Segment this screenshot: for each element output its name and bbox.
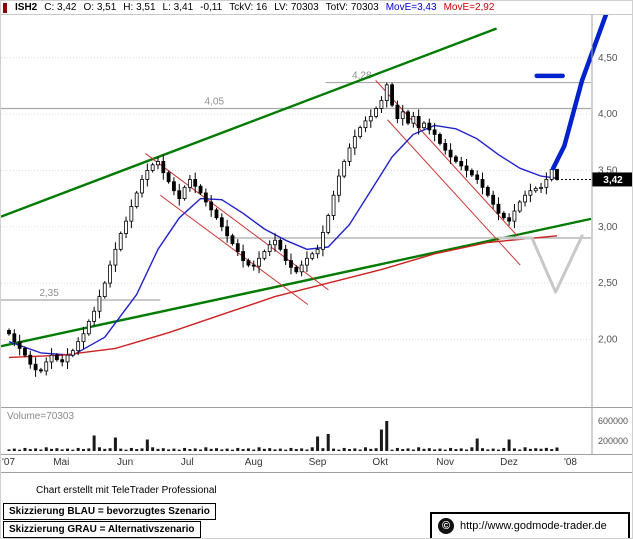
- time-axis-label: '08: [563, 457, 577, 468]
- svg-text:600000: 600000: [598, 416, 628, 426]
- svg-text:3,00: 3,00: [598, 222, 618, 233]
- quote-field: MovE=3,43: [385, 1, 437, 13]
- quote-field: TotV: 70303: [325, 1, 379, 13]
- blue-scenario-sketch: [534, 15, 609, 171]
- quote-field: L: 3,41: [162, 1, 194, 13]
- svg-text:3,50: 3,50: [598, 165, 618, 176]
- instrument-icon: [3, 2, 7, 13]
- svg-text:4,05: 4,05: [205, 96, 225, 107]
- copyright-icon: ©: [438, 518, 454, 534]
- quote-field: O: 3,51: [83, 1, 117, 13]
- quote-field: MovE=2,92: [443, 1, 495, 13]
- time-axis-label: Aug: [244, 457, 263, 468]
- red-moving-average: [8, 235, 558, 359]
- volume-pane: Volume=70303 600000 200000: [1, 408, 632, 455]
- chart-credit: Chart erstellt mit TeleTrader Profession…: [36, 485, 217, 496]
- svg-text:4,50: 4,50: [598, 53, 618, 64]
- time-axis-label: Mai: [53, 457, 70, 468]
- volume-bars: [7, 421, 559, 451]
- quote-field: ISH2: [15, 1, 38, 13]
- svg-text:2,00: 2,00: [598, 334, 618, 345]
- price-pane: 4,28 4,05 2,35 4,50 4,00 3,50 3,00 2,50 2,00 3,42: [1, 15, 632, 408]
- quote-field: C: 3,42: [44, 1, 77, 13]
- price-chart[interactable]: 4,28 4,05 2,35 4,50 4,00 3,50 3,00 2,50 2,00 3,42: [1, 15, 633, 408]
- green-trend-channel: [1, 27, 592, 348]
- gray-scenario-sketch: [498, 234, 584, 294]
- svg-text:2,35: 2,35: [39, 288, 59, 299]
- time-axis-label: Jul: [180, 457, 194, 468]
- copyright-box[interactable]: © http://www.godmode-trader.de: [430, 512, 630, 538]
- time-axis-label: Dez: [500, 457, 518, 468]
- quote-bar: ISH2 C: 3,42 O: 3,51 H: 3,51 L: 3,41 -0,11 Tck…: [1, 1, 632, 15]
- time-axis-label: Nov: [436, 457, 455, 468]
- time-axis-label: '07: [2, 457, 16, 468]
- quote-field: LV: 70303: [274, 1, 319, 13]
- time-axis: '07 Mai Jun Jul Aug Sep Okt Nov Dez '08: [1, 455, 632, 473]
- legend-gray-scenario: Skizzierung GRAU = Alternativszenario: [3, 521, 201, 538]
- time-axis-label: Okt: [372, 457, 388, 468]
- candlesticks: [7, 82, 559, 377]
- quote-field: H: 3,51: [123, 1, 156, 13]
- legend-blue-scenario: Skizzierung BLAU = bevorzugtes Szenario: [3, 503, 216, 520]
- svg-text:2,50: 2,50: [598, 278, 618, 289]
- svg-text:4,00: 4,00: [598, 109, 618, 120]
- last-price-badge: 3,42: [592, 172, 632, 187]
- svg-text:3,42: 3,42: [603, 175, 623, 186]
- volume-label: Volume=70303: [7, 411, 74, 422]
- quote-field: -0,11: [200, 1, 223, 13]
- bottom-area: Chart erstellt mit TeleTrader Profession…: [1, 473, 632, 538]
- price-axis[interactable]: 4,50 4,00 3,50 3,00 2,50 2,00 3,42: [557, 15, 633, 407]
- time-axis-label: Sep: [308, 457, 327, 468]
- quote-field: TckV: 16: [229, 1, 268, 13]
- svg-text:4,28: 4,28: [352, 71, 372, 82]
- copyright-url[interactable]: http://www.godmode-trader.de: [460, 520, 607, 532]
- volume-chart[interactable]: Volume=70303 600000 200000: [1, 408, 633, 455]
- blue-moving-average: [8, 124, 558, 356]
- svg-text:200000: 200000: [598, 436, 628, 446]
- grid: [1, 57, 591, 340]
- time-axis-label: Jun: [117, 457, 134, 468]
